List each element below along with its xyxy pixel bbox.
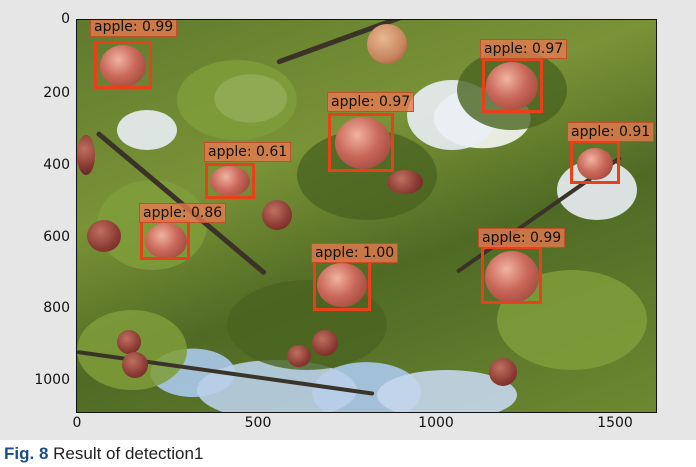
background-apple (262, 200, 292, 230)
detection-box (570, 140, 620, 184)
y-tick-label: 600 (43, 229, 70, 245)
apple-fruit (335, 117, 391, 169)
caption-text: Result of detection1 (53, 444, 204, 463)
x-tick-label: 1500 (597, 415, 633, 431)
apple-fruit (485, 251, 539, 303)
x-tick-label: 0 (72, 415, 82, 431)
y-tick-label: 800 (43, 300, 70, 316)
apple-fruit (145, 223, 187, 259)
y-tick-label: 200 (43, 85, 70, 101)
detection-label: apple: 1.00 (311, 243, 399, 263)
detection-box (328, 113, 394, 172)
detection-box (140, 220, 190, 260)
y-tick-label: 0 (61, 11, 70, 27)
detection-box (481, 246, 542, 304)
x-tick-label: 1000 (418, 415, 454, 431)
detection-box (482, 58, 543, 113)
background-apple (287, 345, 311, 367)
detection-label: apple: 0.99 (90, 20, 178, 37)
detection-label: apple: 0.97 (327, 92, 415, 112)
foliage (177, 60, 297, 140)
detection-box (205, 163, 255, 199)
apple-fruit (486, 62, 538, 110)
background-apple (122, 352, 148, 378)
background-apple (489, 358, 517, 386)
caption-prefix: Fig. 8 (4, 444, 49, 463)
background-apple (367, 24, 407, 64)
detection-image: apple: 0.99 apple: 0.97 apple: 0.97 appl… (76, 19, 657, 413)
apple-fruit (210, 166, 250, 196)
apple-fruit (317, 263, 367, 307)
detection-label: apple: 0.61 (204, 142, 292, 162)
background-apple (87, 220, 121, 252)
background-apple (312, 330, 338, 356)
background-apple (387, 170, 423, 194)
apple-fruit (577, 148, 613, 180)
x-tick-label: 500 (244, 415, 272, 431)
detection-label: apple: 0.86 (139, 203, 227, 223)
y-tick-label: 400 (43, 157, 70, 173)
sky-patch (117, 110, 177, 150)
background-apple (117, 330, 141, 354)
apple-fruit (100, 45, 146, 87)
y-tick-label: 1000 (34, 372, 70, 388)
background-apple (77, 135, 95, 175)
detection-label: apple: 0.97 (480, 39, 568, 59)
detection-box (94, 41, 152, 89)
figure-panel: 0 200 400 600 800 1000 0 500 1000 1500 (0, 0, 696, 440)
figure-caption: Fig. 8 Result of detection1 (4, 444, 203, 464)
detection-label: apple: 0.91 (567, 122, 655, 142)
detection-label: apple: 0.99 (478, 228, 566, 248)
detection-box (313, 259, 371, 311)
